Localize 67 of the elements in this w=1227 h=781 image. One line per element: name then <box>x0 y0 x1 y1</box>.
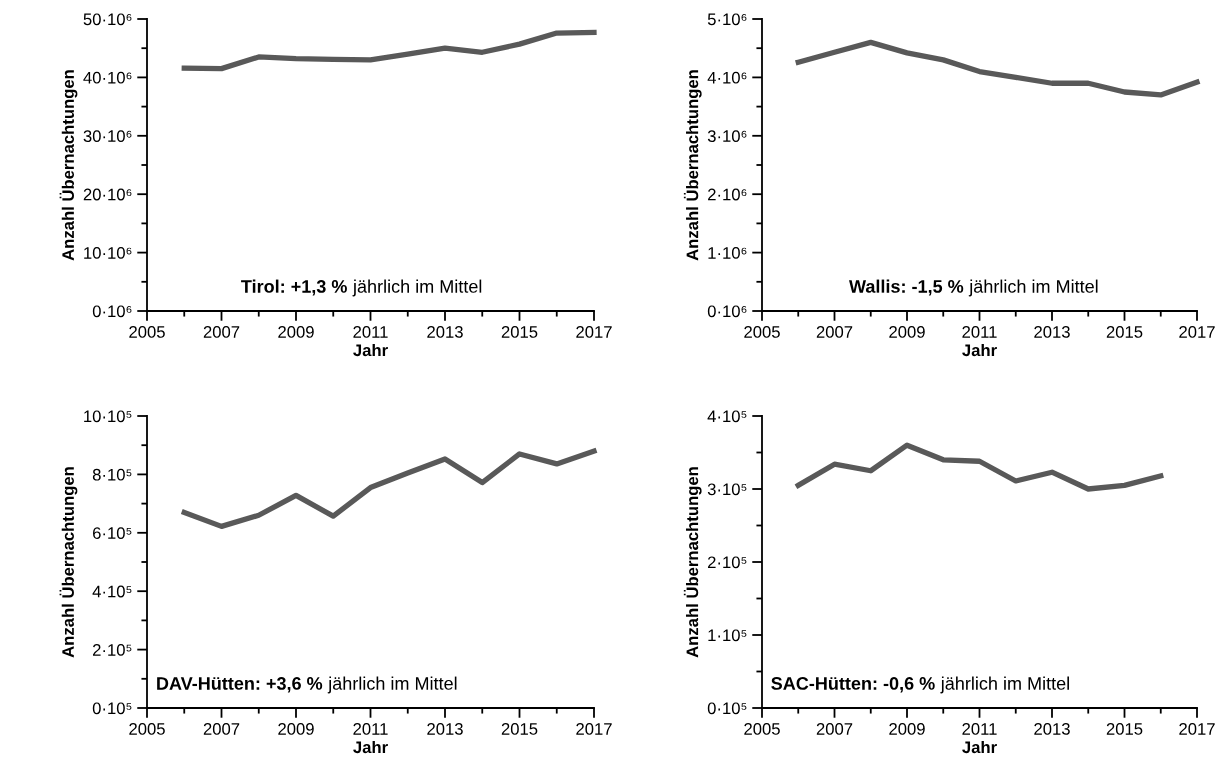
x-axis-title: Jahr <box>962 343 997 357</box>
x-tick-label: 2017 <box>1179 723 1215 735</box>
y-tick-label: 0·10⁵ <box>92 702 132 715</box>
y-tick-label: 40·10⁶ <box>83 71 132 84</box>
x-tick-label: 2017 <box>576 723 612 735</box>
y-tick-label: 4·10⁵ <box>92 585 132 598</box>
y-tick-label: 2·10⁶ <box>708 188 747 201</box>
x-axis-title: Jahr <box>353 343 388 357</box>
x-tick-label: 2011 <box>962 723 997 735</box>
annotation: jährlich im Mittel <box>352 279 482 297</box>
annotation: jährlich im Mittel <box>327 676 457 694</box>
annotation: DAV-Hütten: +3,6 % <box>157 677 323 693</box>
annotation: jährlich im Mittel <box>968 279 1098 297</box>
x-tick-label: 2009 <box>278 326 314 338</box>
y-tick-label: 1·10⁵ <box>708 629 747 642</box>
annotation: jährlich im Mittel <box>940 676 1069 694</box>
x-tick-label: 2015 <box>501 326 538 338</box>
y-tick-label: 8·10⁵ <box>92 468 132 481</box>
x-tick-label: 2011 <box>962 326 997 338</box>
x-axis-title: Jahr <box>962 740 997 754</box>
y-tick-label: 3·10⁶ <box>707 130 747 142</box>
x-tick-label: 2011 <box>353 723 388 735</box>
x-tick-label: 2005 <box>129 326 165 338</box>
y-tick-label: 10·10⁵ <box>84 410 132 423</box>
y-tick-label: 10·10⁶ <box>84 247 132 259</box>
x-tick-label: 2005 <box>129 723 165 735</box>
y-tick-label: 0·10⁵ <box>707 702 747 715</box>
x-tick-label: 2015 <box>1106 326 1143 338</box>
y-tick-label: 0·10⁶ <box>92 305 132 318</box>
y-tick-label: 4·10⁶ <box>707 71 747 84</box>
y-tick-label: 3·10⁵ <box>707 483 747 496</box>
x-tick-label: 2017 <box>1179 326 1215 338</box>
y-tick-label: 2·10⁵ <box>707 556 747 569</box>
x-tick-label: 2005 <box>744 326 780 338</box>
x-tick-label: 2015 <box>1106 723 1143 735</box>
x-tick-label: 2007 <box>203 723 240 735</box>
y-tick-label: 6·10⁵ <box>93 527 132 539</box>
y-tick-label: 2·10⁵ <box>92 644 132 656</box>
x-axis-title: Jahr <box>353 740 388 754</box>
annotation: Tirol: +1,3 % <box>241 279 347 296</box>
y-tick-label: 50·10⁶ <box>83 13 132 26</box>
x-tick-label: 2007 <box>816 326 853 338</box>
y-tick-label: 30·10⁶ <box>83 130 132 142</box>
y-tick-label: 1·10⁶ <box>708 247 747 259</box>
x-tick-label: 2013 <box>1034 326 1070 338</box>
annotation: Wallis: -1,5 % <box>849 279 964 296</box>
annotation: SAC-Hütten: -0,6 % <box>771 677 935 693</box>
y-tick-label: 0·10⁶ <box>707 305 747 318</box>
x-tick-label: 2009 <box>889 326 925 338</box>
y-tick-label: 20·10⁶ <box>83 188 132 201</box>
y-axis-title: Anzahl Übernachtungen <box>683 70 702 261</box>
x-tick-label: 2013 <box>427 326 463 338</box>
x-tick-label: 2013 <box>1034 723 1070 735</box>
y-axis-title: Anzahl Übernachtungen <box>683 467 702 658</box>
x-tick-label: 2007 <box>203 326 240 338</box>
x-tick-label: 2005 <box>744 723 780 735</box>
x-tick-label: 2009 <box>278 723 314 735</box>
x-tick-label: 2013 <box>427 723 463 735</box>
x-tick-label: 2015 <box>501 723 538 735</box>
x-tick-label: 2011 <box>353 326 388 338</box>
y-tick-label: 5·10⁶ <box>707 13 747 26</box>
y-axis-title: Anzahl Übernachtungen <box>59 467 78 658</box>
y-axis-title: Anzahl Übernachtungen <box>59 70 78 261</box>
y-tick-label: 4·10⁵ <box>707 410 747 423</box>
x-tick-label: 2007 <box>816 723 853 735</box>
x-tick-label: 2009 <box>889 723 925 735</box>
x-tick-label: 2017 <box>576 326 612 338</box>
